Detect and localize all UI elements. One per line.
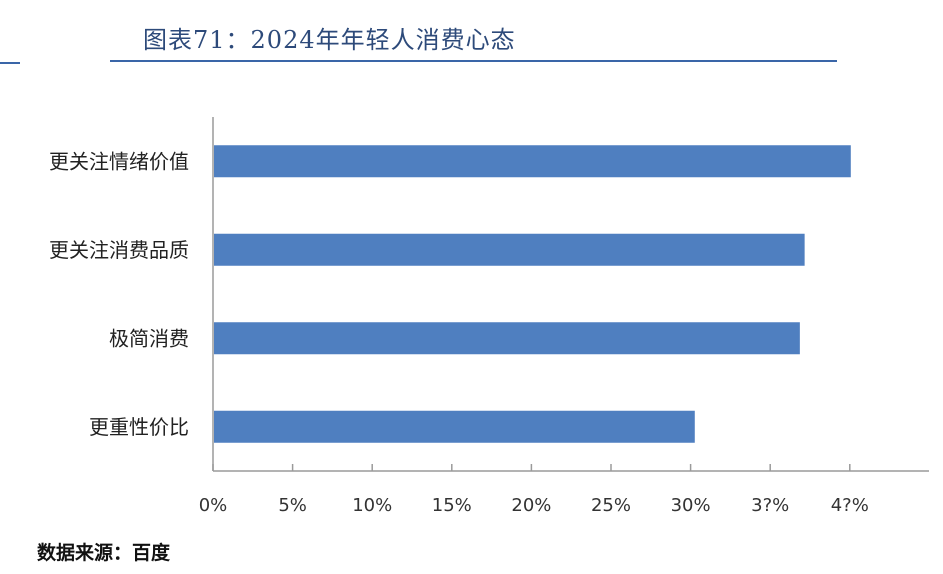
- chart-title: 图表71：2024年年轻人消费心态: [143, 26, 516, 54]
- bar-1: [214, 145, 851, 178]
- category-label: 极简消费: [109, 326, 189, 350]
- x-tick-label: 0%: [199, 495, 228, 516]
- x-tick-label: 5%: [278, 495, 307, 516]
- x-tick-label: 4?%: [831, 495, 869, 516]
- title-rule: [110, 60, 837, 62]
- category-label: 更关注消费品质: [49, 238, 189, 262]
- category-label: 更关注情绪价值: [49, 149, 189, 173]
- bar-3: [214, 322, 800, 355]
- x-tick-label: 25%: [591, 495, 631, 516]
- source-note: 数据来源：百度: [37, 542, 171, 564]
- title-rule-left: [0, 62, 20, 64]
- x-tick-label: 3?%: [751, 495, 789, 516]
- x-tick-label: 10%: [352, 495, 392, 516]
- bar-2: [214, 233, 805, 266]
- x-tick-label: 15%: [432, 495, 472, 516]
- x-tick-label: 20%: [511, 495, 551, 516]
- category-label: 更重性价比: [89, 415, 189, 439]
- x-tick-label: 30%: [671, 495, 711, 516]
- bar-4: [214, 410, 695, 443]
